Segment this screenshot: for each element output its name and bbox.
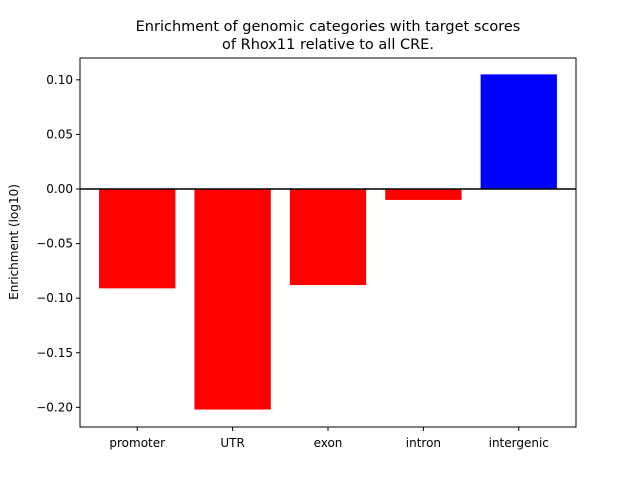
x-tick-label: intron <box>406 436 441 450</box>
x-tick-label: intergenic <box>489 436 549 450</box>
y-axis-label: Enrichment (log10) <box>7 184 21 300</box>
y-tick-label: 0.05 <box>46 127 73 141</box>
chart-title-line-1: Enrichment of genomic categories with ta… <box>136 19 521 35</box>
bar-intergenic <box>480 74 557 190</box>
bar-exon <box>289 189 367 286</box>
bar-promoter <box>99 189 176 289</box>
x-tick-label: promoter <box>109 436 165 450</box>
x-ticks-group: promoter UTR exon intron intergenic <box>109 427 549 450</box>
bar-intron <box>385 189 462 200</box>
y-tick-label: −0.10 <box>36 291 73 305</box>
bars-group <box>99 74 557 410</box>
chart-title-line-2: of Rhox11 relative to all CRE. <box>222 37 434 53</box>
y-tick-label: −0.20 <box>36 400 73 414</box>
x-tick-label: UTR <box>220 436 244 450</box>
y-tick-label: 0.00 <box>46 182 73 196</box>
y-ticks-group: 0.10 0.05 0.00 −0.05 −0.10 −0.15 −0.20 <box>36 73 80 414</box>
x-tick-label: exon <box>314 436 343 450</box>
y-tick-label: 0.10 <box>46 73 73 87</box>
y-tick-label: −0.05 <box>36 237 73 251</box>
plot-frame <box>79 57 577 428</box>
bar-UTR <box>194 189 271 410</box>
y-tick-label: −0.15 <box>36 346 73 360</box>
